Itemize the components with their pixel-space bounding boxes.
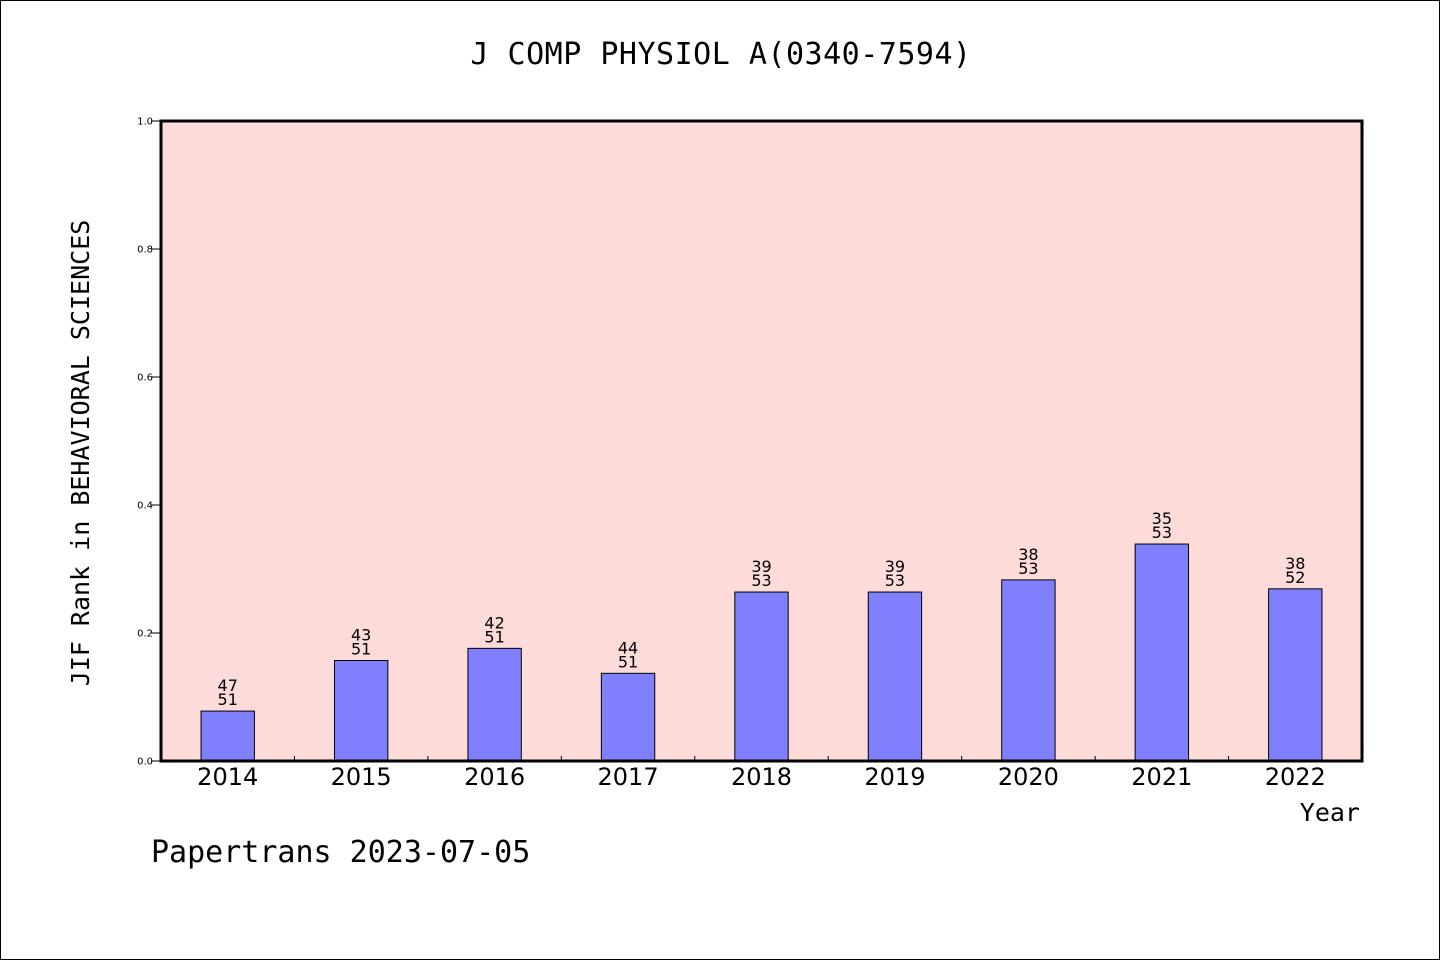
bar-label-total: 53: [751, 571, 771, 590]
bar: [333, 660, 389, 762]
x-tick-label: 2019: [864, 763, 925, 791]
bar: [600, 672, 656, 762]
bar-label-rank: 39: [885, 557, 905, 576]
footer-text: Papertrans 2023-07-05: [151, 835, 531, 870]
x-tick-label: 2020: [998, 763, 1059, 791]
y-axis: 0.0 0.2 0.4 0.6 0.8 1.0: [137, 117, 161, 768]
x-tick-label: 2021: [1131, 763, 1192, 791]
x-tick-label: 2018: [731, 763, 792, 791]
bar: [867, 591, 923, 762]
bar-label-total: 53: [885, 571, 905, 590]
bar: [1001, 579, 1056, 762]
chart-title: J COMP PHYSIOL A(0340-7594): [470, 37, 972, 72]
y-axis-title: JIF Rank in BEHAVIORAL SCIENCES: [66, 220, 95, 687]
bar-label-rank: 44: [618, 638, 638, 657]
x-tick-label: 2015: [331, 763, 392, 791]
x-axis-title: Year: [1300, 798, 1360, 827]
bar-label-rank: 38: [1018, 545, 1038, 564]
bar: [1268, 588, 1323, 762]
y-tick-label: 0.4: [137, 501, 153, 512]
x-tick-label: 2017: [598, 763, 659, 791]
bar-label-total: 53: [1018, 559, 1038, 578]
x-tick-label: 2016: [464, 763, 525, 791]
bar-label-rank: 42: [484, 613, 504, 632]
bar-label-rank: 38: [1285, 554, 1305, 573]
y-tick-label: 0.2: [137, 629, 153, 640]
bar-label-rank: 35: [1152, 509, 1172, 528]
x-tick-label: 2014: [197, 763, 258, 791]
y-tick-label: 0.6: [137, 373, 153, 384]
x-axis: 2014 2015 2016 2017 2018 2019 2020 2021 2022: [197, 756, 1326, 791]
bar-label-total: 52: [1285, 568, 1305, 587]
x-tick-label: 2022: [1265, 763, 1326, 791]
bar-label-total: 51: [351, 640, 371, 659]
y-tick-label: 0.0: [137, 757, 153, 768]
y-tick-label: 1.0: [137, 117, 153, 128]
bar-label-total: 51: [618, 652, 638, 671]
bar-label-total: 53: [1152, 523, 1172, 542]
bar-label-total: 51: [484, 627, 504, 646]
bar-label-total: 51: [218, 690, 238, 709]
bar: [1134, 543, 1190, 762]
bar: [467, 647, 522, 762]
bar-series: [200, 543, 1323, 762]
y-tick-label: 0.8: [137, 245, 153, 256]
bar: [734, 591, 789, 762]
bar-label-rank: 47: [218, 676, 238, 695]
bar-label-rank: 39: [751, 557, 771, 576]
bar: [200, 710, 255, 762]
plot-border: [159, 119, 1364, 763]
bar-label-rank: 43: [351, 626, 371, 645]
